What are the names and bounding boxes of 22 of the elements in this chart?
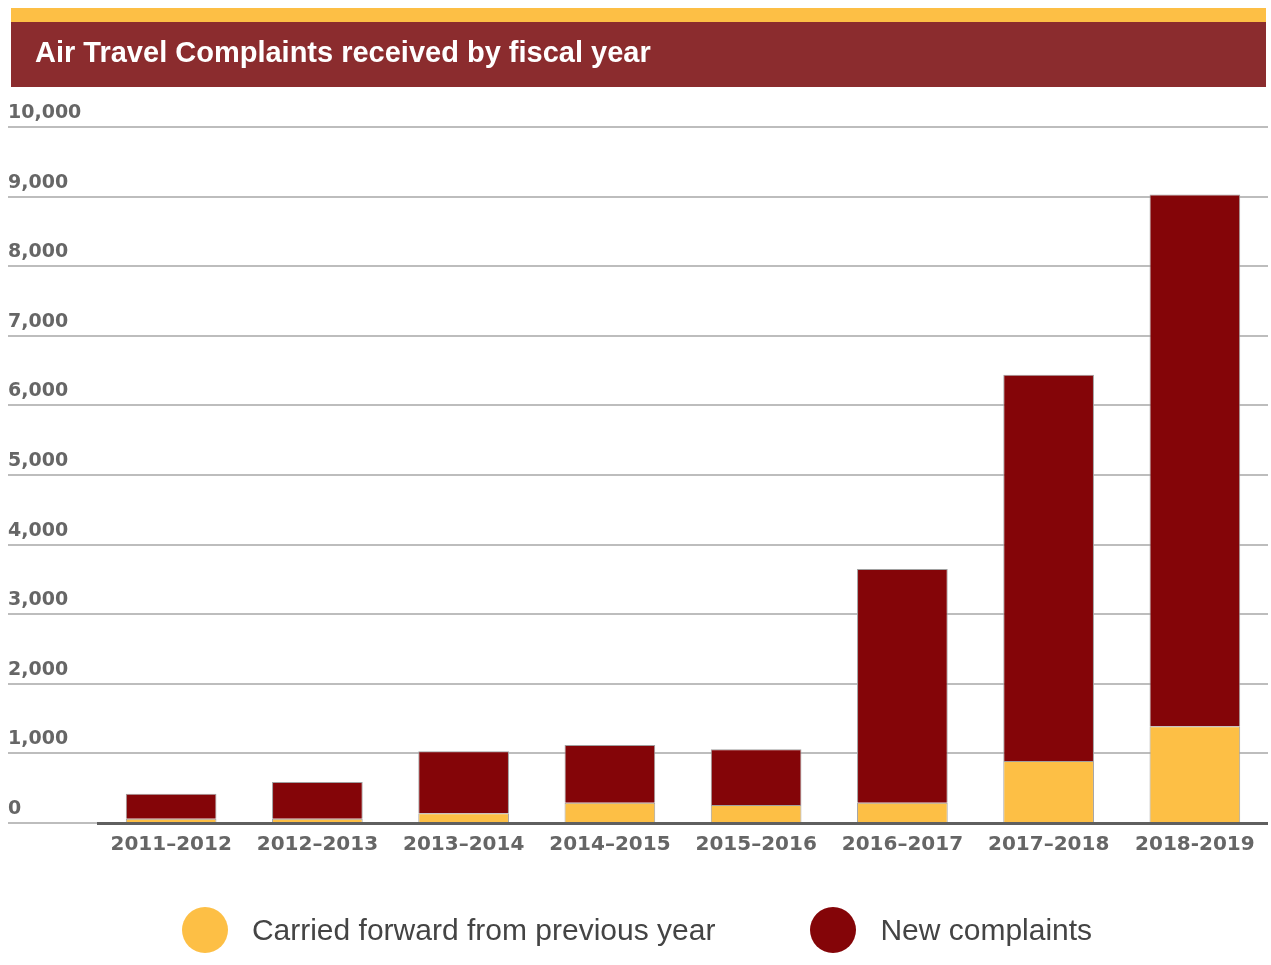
y-tick-label: 10,000: [8, 99, 82, 122]
legend-label: Carried forward from previous year: [251, 913, 716, 947]
y-tick-label: 3,000: [8, 587, 69, 610]
x-tick-label: 2014–2015: [549, 831, 671, 856]
y-tick-label: 1,000: [8, 726, 69, 749]
y-tick-label: 8,000: [8, 239, 69, 262]
chart-title: Air Travel Complaints received by fiscal year: [11, 8, 1266, 87]
x-tick-label: 2018-2019: [1135, 831, 1255, 856]
x-tick-label: 2012–2013: [256, 831, 379, 856]
legend-label: New complaints: [880, 913, 1093, 947]
x-tick-label: 2011–2012: [110, 831, 232, 856]
y-tick-label: 7,000: [8, 308, 69, 331]
x-tick-label: 2015–2016: [695, 831, 817, 856]
x-tick-label: 2013–2014: [402, 831, 525, 856]
y-tick-label: 5,000: [8, 447, 69, 470]
y-tick-label: 6,000: [8, 378, 69, 401]
y-tick-label: 0: [8, 795, 22, 818]
x-tick-label: 2016–2017: [841, 831, 964, 856]
x-tick-label: 2017–2018: [987, 831, 1110, 856]
y-tick-label: 2,000: [8, 656, 69, 679]
y-tick-label: 4,000: [8, 517, 69, 540]
y-tick-label: 9,000: [8, 169, 69, 192]
